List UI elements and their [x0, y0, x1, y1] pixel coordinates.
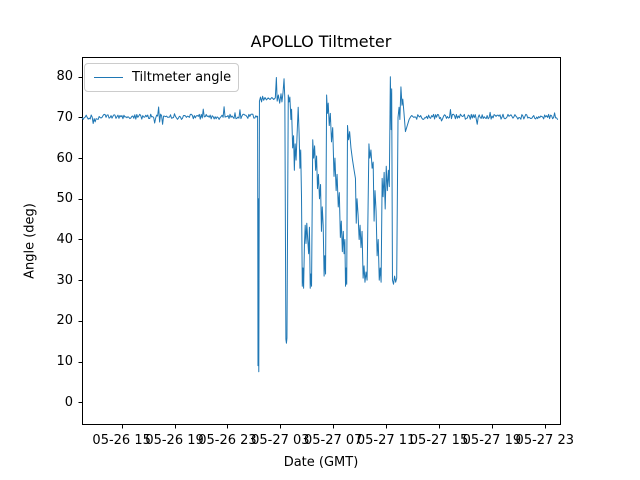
x-tick-label: 05-27 07 [303, 433, 363, 448]
y-tick-label: 50 [56, 191, 73, 207]
x-tick-label: 05-26 23 [198, 433, 257, 448]
x-tick-label: 05-26 19 [145, 433, 204, 448]
plot-border [82, 57, 561, 425]
x-tick-label: 05-27 23 [515, 433, 575, 448]
x-tick-label: 05-26 15 [92, 433, 151, 448]
y-tick-label: 60 [56, 150, 73, 166]
y-tick-label: 10 [56, 354, 73, 370]
x-tick-label: 05-27 15 [409, 433, 469, 448]
tiltmeter-angle-line [81, 76, 559, 373]
x-axis-label: Date (GMT) [283, 455, 359, 470]
legend-line-swatch [94, 77, 123, 78]
x-tick-label: 05-27 19 [462, 433, 522, 448]
chart-title: APOLLO Tiltmeter [250, 32, 392, 51]
legend-label: Tiltmeter angle [132, 69, 232, 85]
y-tick-label: 80 [56, 69, 73, 85]
x-tick-label: 05-27 03 [251, 433, 310, 448]
y-tick-label: 40 [56, 231, 73, 247]
y-tick-label: 0 [64, 394, 73, 410]
y-tick-label: 30 [56, 272, 73, 288]
x-tick-label: 05-27 11 [356, 433, 416, 448]
y-tick-label: 20 [56, 313, 73, 329]
legend-box: Tiltmeter angle [84, 63, 239, 92]
y-tick-label: 70 [56, 109, 73, 125]
